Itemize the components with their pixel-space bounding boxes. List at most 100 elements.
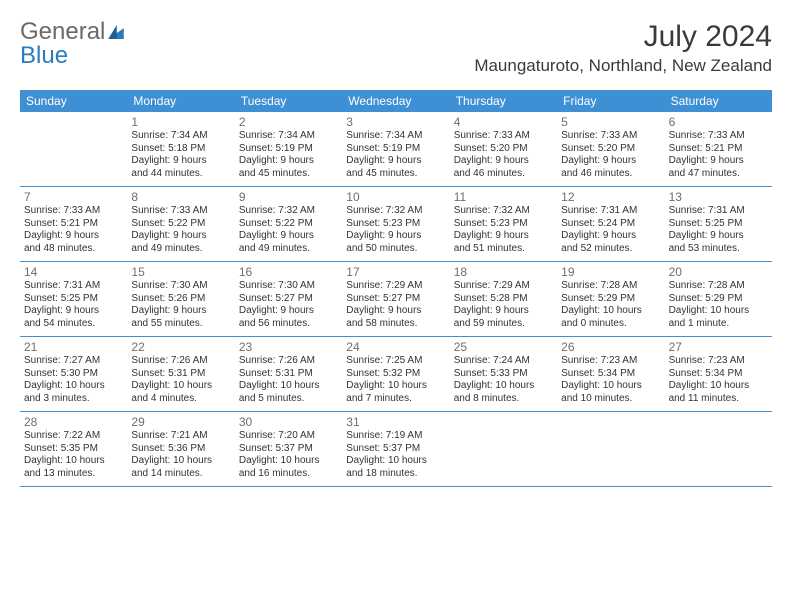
daylight-text: Daylight: 9 hours bbox=[24, 305, 123, 318]
sunrise-text: Sunrise: 7:21 AM bbox=[131, 430, 230, 443]
daylight-text: Daylight: 10 hours bbox=[454, 380, 553, 393]
sunset-text: Sunset: 5:18 PM bbox=[131, 143, 230, 156]
sunrise-text: Sunrise: 7:31 AM bbox=[669, 205, 768, 218]
sunrise-text: Sunrise: 7:27 AM bbox=[24, 355, 123, 368]
sunrise-text: Sunrise: 7:31 AM bbox=[561, 205, 660, 218]
day-number: 17 bbox=[346, 265, 445, 279]
day-number: 15 bbox=[131, 265, 230, 279]
daylight-text: and 4 minutes. bbox=[131, 393, 230, 406]
day-number: 11 bbox=[454, 190, 553, 204]
sunset-text: Sunset: 5:33 PM bbox=[454, 368, 553, 381]
daylight-text: Daylight: 9 hours bbox=[239, 155, 338, 168]
sunrise-text: Sunrise: 7:22 AM bbox=[24, 430, 123, 443]
sunrise-text: Sunrise: 7:19 AM bbox=[346, 430, 445, 443]
daylight-text: Daylight: 10 hours bbox=[239, 380, 338, 393]
sunrise-text: Sunrise: 7:30 AM bbox=[131, 280, 230, 293]
daylight-text: Daylight: 9 hours bbox=[346, 155, 445, 168]
sunrise-text: Sunrise: 7:32 AM bbox=[454, 205, 553, 218]
day-cell: 4Sunrise: 7:33 AMSunset: 5:20 PMDaylight… bbox=[450, 112, 557, 186]
sunset-text: Sunset: 5:37 PM bbox=[239, 443, 338, 456]
daylight-text: and 55 minutes. bbox=[131, 318, 230, 331]
sunrise-text: Sunrise: 7:30 AM bbox=[239, 280, 338, 293]
daylight-text: Daylight: 10 hours bbox=[561, 305, 660, 318]
daylight-text: Daylight: 9 hours bbox=[24, 230, 123, 243]
logo: GeneralBlue bbox=[20, 20, 125, 68]
daylight-text: Daylight: 10 hours bbox=[561, 380, 660, 393]
sunset-text: Sunset: 5:20 PM bbox=[561, 143, 660, 156]
sunrise-text: Sunrise: 7:25 AM bbox=[346, 355, 445, 368]
sunset-text: Sunset: 5:19 PM bbox=[346, 143, 445, 156]
sunset-text: Sunset: 5:35 PM bbox=[24, 443, 123, 456]
daylight-text: and 16 minutes. bbox=[239, 468, 338, 481]
day-cell: 6Sunrise: 7:33 AMSunset: 5:21 PMDaylight… bbox=[665, 112, 772, 186]
daylight-text: Daylight: 9 hours bbox=[454, 230, 553, 243]
logo-text-1: General bbox=[20, 18, 105, 45]
sunrise-text: Sunrise: 7:26 AM bbox=[239, 355, 338, 368]
weekday-header: Sunday bbox=[20, 90, 127, 112]
day-cell: 19Sunrise: 7:28 AMSunset: 5:29 PMDayligh… bbox=[557, 262, 664, 336]
daylight-text: and 58 minutes. bbox=[346, 318, 445, 331]
sunrise-text: Sunrise: 7:34 AM bbox=[239, 130, 338, 143]
day-number: 2 bbox=[239, 115, 338, 129]
weekday-header: Thursday bbox=[450, 90, 557, 112]
day-cell: 27Sunrise: 7:23 AMSunset: 5:34 PMDayligh… bbox=[665, 337, 772, 411]
weekday-header: Monday bbox=[127, 90, 234, 112]
daylight-text: and 48 minutes. bbox=[24, 243, 123, 256]
sunset-text: Sunset: 5:36 PM bbox=[131, 443, 230, 456]
daylight-text: Daylight: 9 hours bbox=[131, 155, 230, 168]
week-row: 21Sunrise: 7:27 AMSunset: 5:30 PMDayligh… bbox=[20, 337, 772, 412]
sunset-text: Sunset: 5:23 PM bbox=[454, 218, 553, 231]
daylight-text: Daylight: 9 hours bbox=[131, 230, 230, 243]
daylight-text: Daylight: 10 hours bbox=[239, 455, 338, 468]
sunset-text: Sunset: 5:28 PM bbox=[454, 293, 553, 306]
logo-text-2: Blue bbox=[20, 42, 68, 69]
sunset-text: Sunset: 5:29 PM bbox=[561, 293, 660, 306]
sunrise-text: Sunrise: 7:34 AM bbox=[346, 130, 445, 143]
title-block: July 2024 Maungaturoto, Northland, New Z… bbox=[474, 20, 772, 76]
day-number: 23 bbox=[239, 340, 338, 354]
calendar-grid: Sunday Monday Tuesday Wednesday Thursday… bbox=[20, 90, 772, 487]
day-cell: 23Sunrise: 7:26 AMSunset: 5:31 PMDayligh… bbox=[235, 337, 342, 411]
day-cell: 1Sunrise: 7:34 AMSunset: 5:18 PMDaylight… bbox=[127, 112, 234, 186]
sunrise-text: Sunrise: 7:28 AM bbox=[669, 280, 768, 293]
day-cell: 7Sunrise: 7:33 AMSunset: 5:21 PMDaylight… bbox=[20, 187, 127, 261]
sunset-text: Sunset: 5:32 PM bbox=[346, 368, 445, 381]
sunrise-text: Sunrise: 7:29 AM bbox=[454, 280, 553, 293]
day-number: 7 bbox=[24, 190, 123, 204]
sunrise-text: Sunrise: 7:20 AM bbox=[239, 430, 338, 443]
day-number: 20 bbox=[669, 265, 768, 279]
day-cell: 16Sunrise: 7:30 AMSunset: 5:27 PMDayligh… bbox=[235, 262, 342, 336]
day-number: 14 bbox=[24, 265, 123, 279]
day-number: 30 bbox=[239, 415, 338, 429]
sunset-text: Sunset: 5:23 PM bbox=[346, 218, 445, 231]
daylight-text: Daylight: 9 hours bbox=[454, 155, 553, 168]
day-number: 28 bbox=[24, 415, 123, 429]
sunrise-text: Sunrise: 7:33 AM bbox=[561, 130, 660, 143]
daylight-text: Daylight: 9 hours bbox=[561, 155, 660, 168]
week-row: 14Sunrise: 7:31 AMSunset: 5:25 PMDayligh… bbox=[20, 262, 772, 337]
day-cell: 10Sunrise: 7:32 AMSunset: 5:23 PMDayligh… bbox=[342, 187, 449, 261]
day-number: 19 bbox=[561, 265, 660, 279]
daylight-text: and 5 minutes. bbox=[239, 393, 338, 406]
daylight-text: and 14 minutes. bbox=[131, 468, 230, 481]
sunrise-text: Sunrise: 7:34 AM bbox=[131, 130, 230, 143]
daylight-text: Daylight: 9 hours bbox=[669, 155, 768, 168]
sunset-text: Sunset: 5:37 PM bbox=[346, 443, 445, 456]
sunrise-text: Sunrise: 7:33 AM bbox=[24, 205, 123, 218]
weekday-header: Friday bbox=[557, 90, 664, 112]
day-cell: 24Sunrise: 7:25 AMSunset: 5:32 PMDayligh… bbox=[342, 337, 449, 411]
day-cell: 31Sunrise: 7:19 AMSunset: 5:37 PMDayligh… bbox=[342, 412, 449, 486]
weekday-header-row: Sunday Monday Tuesday Wednesday Thursday… bbox=[20, 90, 772, 112]
sunrise-text: Sunrise: 7:33 AM bbox=[131, 205, 230, 218]
daylight-text: and 10 minutes. bbox=[561, 393, 660, 406]
daylight-text: Daylight: 10 hours bbox=[131, 455, 230, 468]
daylight-text: and 8 minutes. bbox=[454, 393, 553, 406]
header: GeneralBlue July 2024 Maungaturoto, Nort… bbox=[20, 20, 772, 76]
day-cell: 3Sunrise: 7:34 AMSunset: 5:19 PMDaylight… bbox=[342, 112, 449, 186]
day-cell bbox=[450, 412, 557, 486]
day-cell: 22Sunrise: 7:26 AMSunset: 5:31 PMDayligh… bbox=[127, 337, 234, 411]
sunrise-text: Sunrise: 7:29 AM bbox=[346, 280, 445, 293]
daylight-text: Daylight: 10 hours bbox=[669, 305, 768, 318]
daylight-text: Daylight: 9 hours bbox=[669, 230, 768, 243]
daylight-text: and 45 minutes. bbox=[239, 168, 338, 181]
